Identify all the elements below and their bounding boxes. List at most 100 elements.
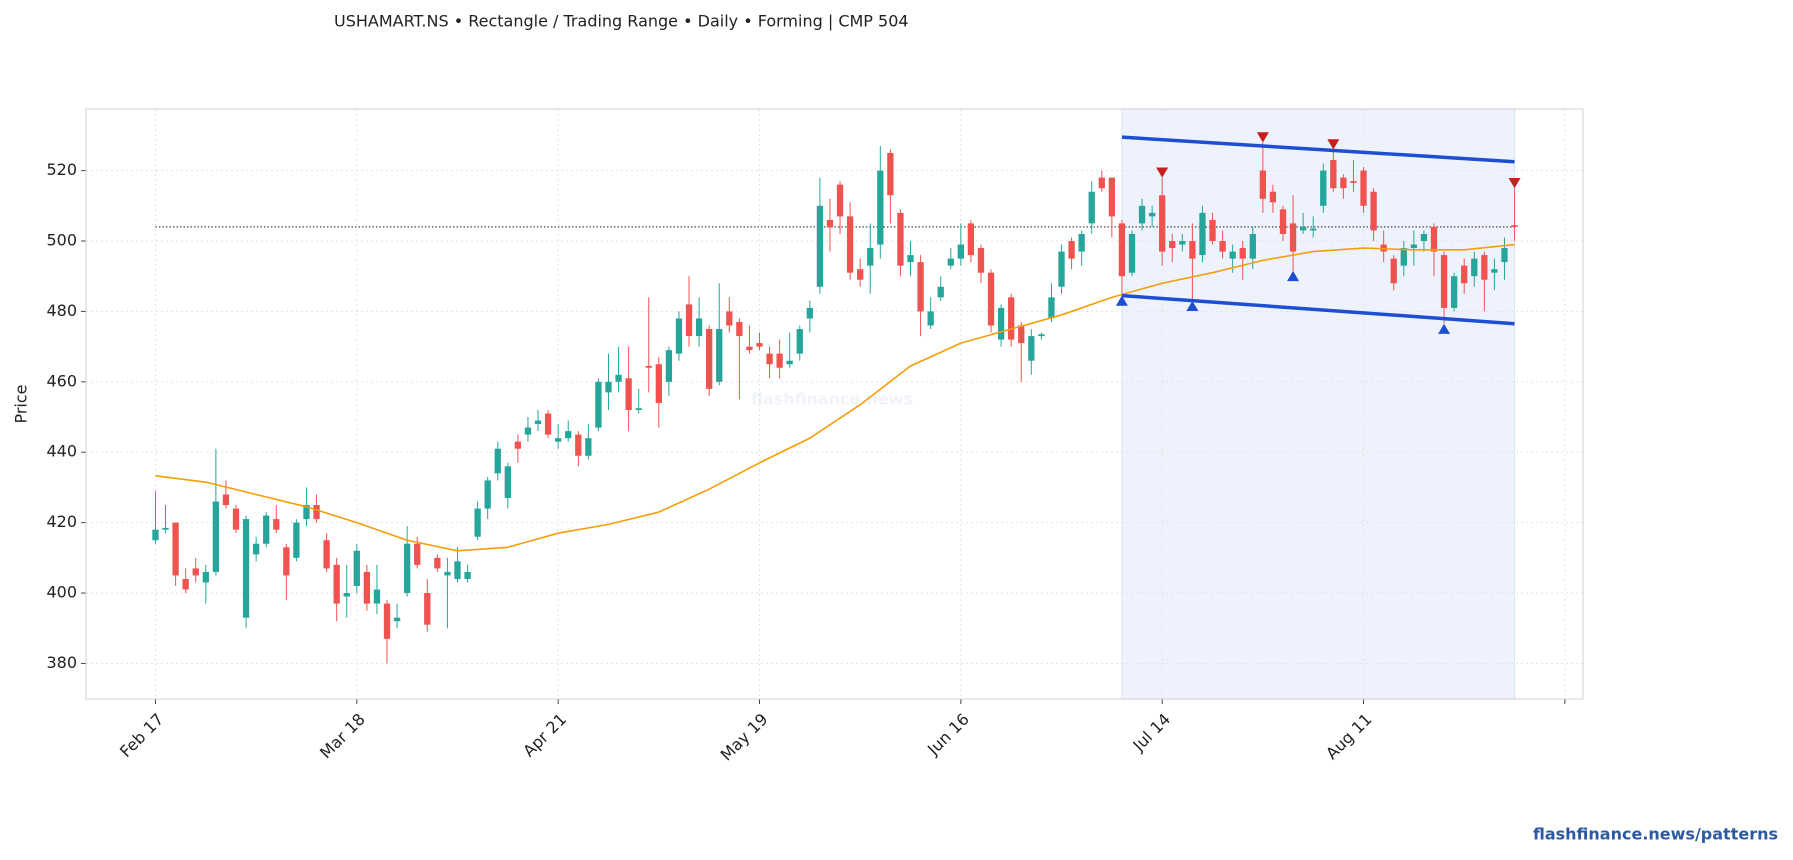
candle-body [726, 311, 733, 326]
support-line [1121, 293, 1515, 326]
candle-body [373, 589, 381, 604]
range-region [1121, 108, 1516, 700]
candle-body [1008, 297, 1015, 340]
candle-body [273, 519, 280, 530]
candle-body [1330, 160, 1337, 189]
candle-body [1279, 209, 1287, 234]
y-tick-label: 480 [46, 301, 77, 320]
y-tick-label: 440 [46, 442, 77, 461]
candle-body [1320, 170, 1327, 206]
candle-body [1038, 334, 1045, 337]
candle-body [997, 307, 1005, 340]
candle-body [605, 381, 612, 393]
candle-body [1420, 233, 1428, 242]
candle-body [907, 255, 914, 263]
candle-body [1239, 248, 1246, 259]
candle-body [1410, 244, 1418, 249]
candle-body [263, 515, 270, 544]
candle-body [736, 321, 743, 337]
candle-body [716, 329, 723, 382]
candle-body [796, 329, 803, 354]
candle-body [544, 413, 552, 435]
candle-body [524, 427, 532, 435]
candle-body [565, 431, 572, 439]
candle-body [615, 374, 622, 382]
candle-body [877, 170, 884, 245]
candle-body [1128, 233, 1136, 273]
footer: flashfinance.news/patterns [1533, 825, 1778, 844]
candle-body [1249, 233, 1256, 259]
candle-body [1440, 255, 1448, 308]
candle-body [534, 420, 542, 425]
candle-body [816, 205, 824, 287]
candle-body [555, 438, 562, 442]
candle-body [746, 346, 753, 351]
candle-body [1450, 276, 1458, 308]
candle-body [152, 529, 159, 541]
candle-body [595, 381, 602, 428]
candle-body [1289, 223, 1297, 252]
candle-body [1229, 251, 1236, 259]
candle-body [585, 438, 592, 456]
candle-body [685, 304, 693, 337]
candle-body [1501, 248, 1508, 263]
candle-body [1199, 212, 1206, 256]
candle-body [1068, 241, 1075, 259]
candle-body [333, 564, 340, 604]
candle-body [514, 441, 522, 449]
x-tick-label: May 19 [717, 710, 772, 765]
y-axis-label: Price [12, 384, 31, 423]
candle-body [192, 568, 199, 576]
candle-body [625, 378, 632, 410]
candle-body [1169, 241, 1176, 249]
candle-body [987, 272, 995, 326]
candle-body [1088, 191, 1095, 224]
swing-high-marker [1156, 167, 1169, 178]
candle-body [1209, 219, 1216, 242]
candle-body [1491, 269, 1498, 273]
swing-low-marker [1287, 270, 1300, 282]
watermark: flashfinance.news [751, 390, 913, 409]
candle-body [323, 540, 330, 569]
chart-title: USHAMART.NS • Rectangle / Trading Range … [334, 12, 909, 31]
candle-body [1430, 226, 1438, 252]
candle-body [1390, 258, 1397, 284]
candle-body [313, 505, 320, 520]
y-tick-label: 520 [46, 160, 77, 179]
candle-body [454, 561, 461, 579]
candle-body [1219, 241, 1226, 252]
candle-body [806, 307, 813, 319]
x-tick-label: Apr 21 [519, 710, 570, 761]
candle-body [887, 153, 894, 196]
candle-body [424, 593, 431, 625]
y-tick-label: 500 [46, 231, 77, 250]
candle-body [474, 508, 481, 537]
candle-body [363, 571, 371, 604]
swing-low-marker [1186, 300, 1199, 312]
candle-body [867, 248, 874, 266]
candle-body [504, 466, 511, 498]
candle-body [1098, 177, 1105, 189]
candle-body [1370, 191, 1377, 231]
candle-body [695, 318, 703, 337]
candle-body [1471, 258, 1478, 277]
candle-body [414, 543, 421, 565]
candle-body [1461, 265, 1468, 284]
candle-body [1058, 251, 1065, 287]
x-tick-label: Jun 16 [923, 710, 973, 760]
candle-body [1310, 228, 1317, 231]
candle-body [1259, 170, 1267, 199]
candle-body [293, 522, 300, 558]
candle-body [1108, 177, 1116, 217]
candle-body [1269, 191, 1277, 203]
candle-body [1148, 212, 1156, 217]
candle-body [1028, 336, 1035, 361]
candle-body [786, 360, 793, 365]
candle-body [836, 184, 844, 217]
candle-body [283, 547, 290, 576]
candle-body [776, 353, 783, 368]
candle-body [977, 248, 985, 273]
x-tick-label: Aug 11 [1322, 710, 1376, 764]
candle-body [1350, 181, 1357, 183]
